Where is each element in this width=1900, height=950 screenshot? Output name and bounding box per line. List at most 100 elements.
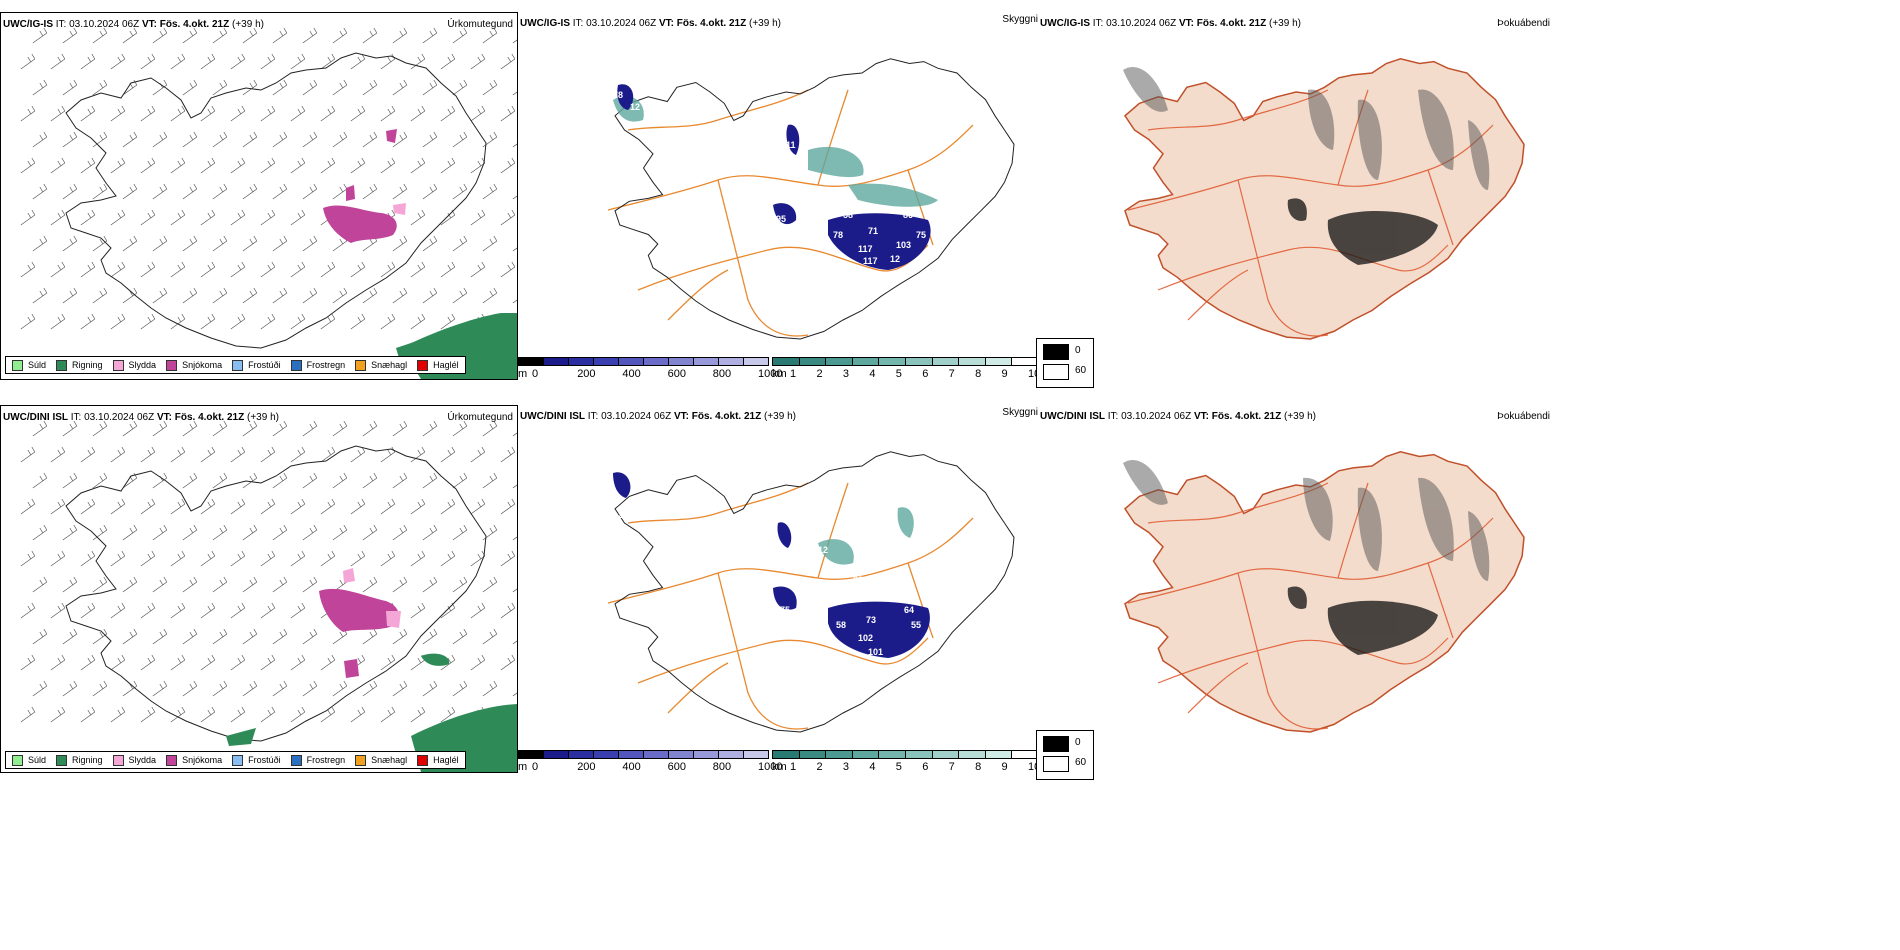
colorbar-tick: 600 <box>667 761 686 773</box>
precip-legend-item: Snæhagl <box>355 359 408 371</box>
road-network <box>1127 482 1494 730</box>
road-network <box>607 482 974 730</box>
precip-legend-items: Súld Rigning Slydda Snjókoma Frostúði Frostre… <box>12 754 459 766</box>
colorbar-tick: 7 <box>948 368 955 380</box>
colorbar-segment <box>798 357 827 366</box>
valid-time: VT: Fös. 4.okt. 21Z <box>1193 411 1282 422</box>
precip-legend-item: Rigning <box>56 359 103 371</box>
snow-depth-label: 75 <box>916 230 926 240</box>
snow-depth-label: 12 <box>630 102 640 112</box>
colorbar-tick: 6 <box>922 761 929 773</box>
precip-legend-items: Súld Rigning Slydda Snjókoma Frostúði Frostre… <box>12 359 459 371</box>
precip-legend: Súld Rigning Slydda Snjókoma Frostúði Frostre… <box>5 751 466 769</box>
precip-legend-label: Súld <box>28 360 47 370</box>
valid-time: VT: Fös. 4.okt. 21Z <box>673 411 762 422</box>
model-name: UWC/DINI ISL <box>520 411 585 422</box>
iceland-coastline <box>65 445 487 742</box>
visibility-colorbar: km 1 2 3 4 5 6 7 8 9 10 <box>772 750 1040 774</box>
init-label: IT: <box>55 19 67 30</box>
model-name: UWC/DINI ISL <box>3 412 68 423</box>
fog-legend-swatch-1 <box>1043 756 1069 772</box>
precip-legend-label: Snæhagl <box>371 360 408 370</box>
snow-depth-colorbar: m 0 200 400 600 800 1000 <box>518 357 782 381</box>
init-label: IT: <box>587 411 599 422</box>
fog-legend-swatch-1 <box>1043 364 1069 380</box>
colorbar-tick: 6 <box>922 368 929 380</box>
fog-shading <box>1287 198 1438 265</box>
precip-legend-swatch <box>12 754 23 766</box>
precip-legend-swatch <box>355 359 367 371</box>
colorbar-tick: 400 <box>622 761 641 773</box>
precip-legend: Súld Rigning Slydda Snjókoma Frostúði Frostre… <box>5 356 466 374</box>
colorbar-segment <box>958 357 986 366</box>
colorbar-segment <box>825 750 853 759</box>
snow-depth-label: 78 <box>833 230 843 240</box>
colorbar-tick: 5 <box>895 368 902 380</box>
panel-title-visibility: Skyggni <box>1002 407 1038 418</box>
model-name: UWC/DINI ISL <box>1040 411 1105 422</box>
fog-index-map <box>1123 451 1525 733</box>
precip-legend-item: Slydda <box>112 359 156 371</box>
precip-legend-label: Haglél <box>433 755 459 765</box>
init-label: IT: <box>70 412 82 423</box>
snow-depth-label: 18 <box>783 547 793 557</box>
precip-legend-swatch <box>166 359 178 371</box>
lead-time: (+39 h) <box>749 18 781 29</box>
colorbar-segment <box>618 750 644 759</box>
panel-header: UWC/DINI ISL IT: 03.10.2024 06Z VT: Fös.… <box>1040 411 1316 422</box>
visibility-patches <box>613 96 938 207</box>
colorbar-tick: 9 <box>1001 368 1008 380</box>
snow-visibility-map: 73 12 18 12 75 12 82 58 73 64 102 55 101 95 <box>607 451 1015 733</box>
snow-depth-label: 12 <box>823 197 833 207</box>
vis-unit: km <box>772 761 787 773</box>
colorbar-tick: 8 <box>975 761 982 773</box>
precip-legend-swatch <box>232 359 244 371</box>
snow-depth-label: 12 <box>890 254 900 264</box>
valid-time: VT: Fös. 4.okt. 21Z <box>658 18 747 29</box>
panel-title-precip: Úrkomutegund <box>447 19 513 30</box>
panel-header: UWC/DINI ISL IT: 03.10.2024 06Z VT: Fös.… <box>520 411 796 422</box>
snow-depth-colorbar: m 0 200 400 600 800 1000 <box>518 750 782 774</box>
colorbar-segment <box>984 750 1013 759</box>
colorbar-tick: 200 <box>577 368 596 380</box>
model-name: UWC/IG-IS <box>520 18 570 29</box>
road-network <box>1127 89 1494 337</box>
fog-index-map <box>1123 58 1525 340</box>
precip-legend-swatch <box>232 754 244 766</box>
precip-legend-item: Frostúði <box>232 754 281 766</box>
colorbar-segment <box>851 357 880 366</box>
colorbar-segment <box>798 750 827 759</box>
colorbar-segment <box>718 750 744 759</box>
precip-type-map <box>20 27 517 379</box>
precip-legend-label: Frostregn <box>306 755 346 765</box>
colorbar-segment <box>693 750 719 759</box>
colorbar-segment <box>772 750 800 759</box>
colorbar-segment <box>878 357 906 366</box>
colorbar-tick: 200 <box>577 761 596 773</box>
precip-legend-swatch <box>290 754 302 766</box>
precip-legend-swatch <box>417 754 429 766</box>
precip-legend-label: Súld <box>28 755 47 765</box>
snow-depth-label: 21 <box>796 157 806 167</box>
snow-vis-panel-row2: UWC/DINI ISL IT: 03.10.2024 06Z VT: Fös.… <box>518 405 1040 774</box>
precip-legend-label: Frostúði <box>248 755 281 765</box>
snow-depth-patches <box>613 472 930 658</box>
snow-depth-label: 73 <box>866 615 876 625</box>
fog-legend-row1: 0 60 <box>1036 338 1094 388</box>
snow-depth-label: 117 <box>863 256 878 266</box>
snow-depth-label: 95 <box>866 677 876 687</box>
precip-legend-label: Snjókoma <box>182 755 223 765</box>
init-time: 03.10.2024 06Z <box>1106 18 1177 29</box>
panel-header: UWC/IG-IS IT: 03.10.2024 06Z VT: Fös. 4.… <box>520 18 781 29</box>
rain-area-small <box>396 338 426 358</box>
snow-depth-label: 101 <box>868 647 883 657</box>
colorbar-tick: 2 <box>816 761 823 773</box>
lead-time: (+39 h) <box>1284 411 1316 422</box>
snow-depth-label: 71 <box>868 226 878 236</box>
wind-barbs <box>20 27 517 330</box>
precip-legend-label: Frostregn <box>306 360 346 370</box>
colorbar-segment <box>543 357 569 366</box>
precip-legend-label: Snæhagl <box>371 755 408 765</box>
colorbar-segment <box>593 357 619 366</box>
init-label: IT: <box>1107 411 1119 422</box>
